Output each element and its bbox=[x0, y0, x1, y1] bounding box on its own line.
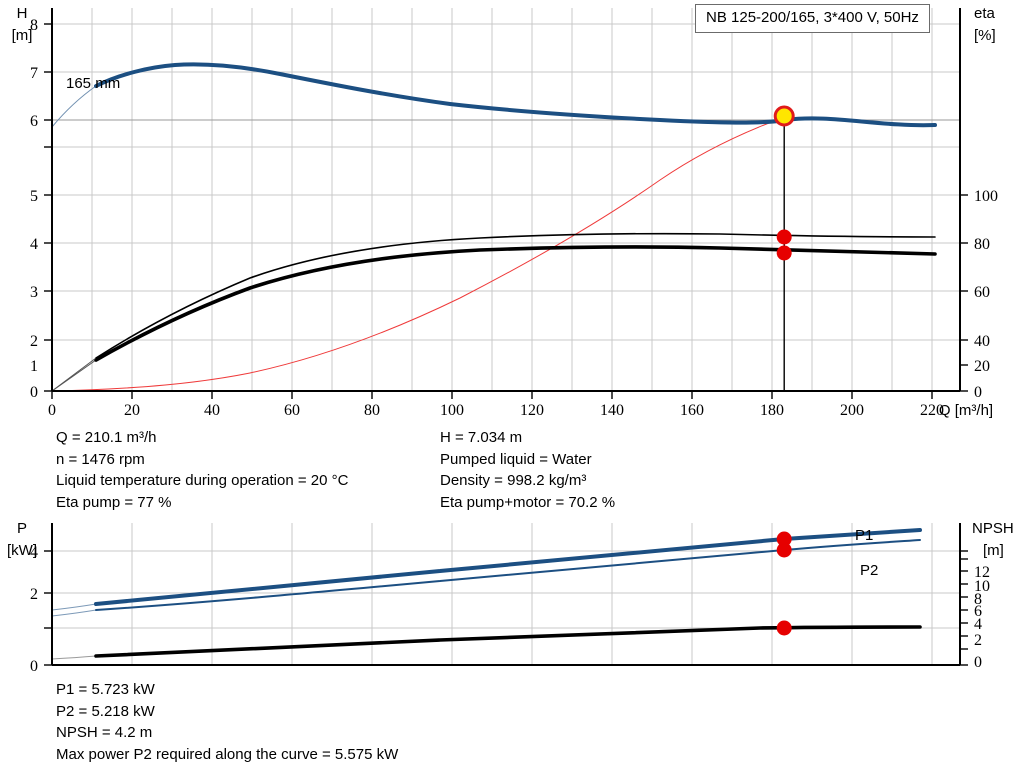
p1-series-label: P1 bbox=[855, 527, 873, 544]
power-text-npsh: NPSH = 4.2 m bbox=[56, 724, 153, 741]
head-x-tick-labels: 0 20 40 60 80 100 120 140 160 180 200 22… bbox=[48, 402, 944, 419]
duty-text-etapm: Eta pump+motor = 70.2 % bbox=[440, 493, 616, 511]
head-red-curve bbox=[51, 116, 786, 392]
p-tick-0: 0 bbox=[30, 658, 38, 675]
npsh-axis-name-line2: [m] bbox=[983, 542, 1004, 559]
q-tick-20: 20 bbox=[124, 402, 140, 419]
power-text-p1: P1 = 5.723 kW bbox=[56, 681, 155, 698]
q-tick-100: 100 bbox=[440, 402, 464, 419]
head-axis-name-line1: H bbox=[17, 5, 28, 22]
npsh-axis-name-line1: NPSH bbox=[972, 520, 1014, 537]
model-legend-box: NB 125-200/165, 3*400 V, 50Hz bbox=[695, 4, 930, 33]
eta-tick-80: 80 bbox=[974, 236, 990, 253]
duty-marker-npsh[interactable] bbox=[776, 620, 792, 636]
power-npsh-chart: 4 2 0 12 10 8 6 4 2 0 P [kW] NPSH [m] P1… bbox=[7, 520, 1014, 675]
head-tick-8: 8 bbox=[30, 17, 38, 34]
duty-point-text-right: H = 7.034 m Pumped liquid = Water Densit… bbox=[440, 427, 615, 513]
npsh-tick-4: 4 bbox=[974, 616, 982, 633]
eta-tick-20: 20 bbox=[974, 358, 990, 375]
duty-text-h: H = 7.034 m bbox=[440, 429, 523, 446]
model-legend-text: NB 125-200/165, 3*400 V, 50Hz bbox=[706, 9, 919, 26]
p1-curve bbox=[94, 528, 922, 606]
duty-text-temp: Liquid temperature during operation = 20… bbox=[56, 472, 349, 489]
impeller-size-annotation: 165 mm bbox=[66, 75, 120, 92]
q-tick-80: 80 bbox=[364, 402, 380, 419]
q-tick-120: 120 bbox=[520, 402, 544, 419]
power-text-p2: P2 = 5.218 kW bbox=[56, 702, 155, 720]
eta-tick-40: 40 bbox=[974, 333, 990, 350]
duty-marker-eta-pump-motor[interactable] bbox=[776, 245, 792, 261]
head-tick-2: 2 bbox=[30, 333, 38, 350]
power-text-max: Max power P2 required along the curve = … bbox=[56, 745, 399, 763]
npsh-tick-6: 6 bbox=[974, 603, 982, 620]
eta-axis-name-line1: eta bbox=[974, 5, 996, 22]
eta-y-ticks bbox=[960, 194, 968, 392]
head-curve-lead-in bbox=[51, 85, 97, 128]
head-tick-1: 1 bbox=[30, 358, 38, 375]
power-y-ticks bbox=[44, 550, 52, 666]
head-tick-4: 4 bbox=[30, 236, 38, 253]
q-tick-140: 140 bbox=[600, 402, 624, 419]
head-y-ticks bbox=[44, 23, 52, 392]
power-axis-name-line2: [kW] bbox=[7, 542, 37, 559]
eta-tick-100: 100 bbox=[974, 188, 998, 205]
head-y-tick-labels: 8 7 6 5 4 3 2 1 0 bbox=[30, 17, 38, 401]
q-tick-160: 160 bbox=[680, 402, 704, 419]
p-tick-4: 4 bbox=[30, 544, 38, 561]
head-tick-6: 6 bbox=[30, 113, 38, 130]
npsh-tick-10: 10 bbox=[974, 578, 990, 595]
npsh-tick-8: 8 bbox=[974, 591, 982, 608]
q-tick-180: 180 bbox=[760, 402, 784, 419]
duty-text-n: n = 1476 rpm bbox=[56, 450, 145, 468]
head-x-ticks bbox=[51, 391, 933, 399]
duty-marker-p2[interactable] bbox=[776, 542, 792, 558]
p2-lead-in bbox=[51, 609, 97, 617]
duty-text-liquid: Pumped liquid = Water bbox=[440, 450, 592, 468]
npsh-tick-12: 12 bbox=[974, 564, 990, 581]
head-tick-5: 5 bbox=[30, 188, 38, 205]
eta-tick-0: 0 bbox=[974, 384, 982, 401]
p2-curve bbox=[95, 539, 921, 611]
eta-pump-motor-curve bbox=[94, 245, 937, 362]
duty-marker-head[interactable] bbox=[773, 105, 795, 127]
head-grid-horizontal bbox=[52, 23, 960, 341]
q-tick-0: 0 bbox=[48, 402, 56, 419]
npsh-curve bbox=[94, 625, 922, 658]
q-tick-220: 220 bbox=[920, 402, 944, 419]
duty-point-text-left: Q = 210.1 m³/h n = 1476 rpm Liquid tempe… bbox=[56, 427, 348, 513]
p-tick-2: 2 bbox=[30, 586, 38, 603]
head-tick-7: 7 bbox=[30, 65, 38, 82]
head-tick-3: 3 bbox=[30, 284, 38, 301]
eta-y-tick-labels: 100 80 60 40 20 0 bbox=[974, 188, 998, 401]
q-tick-40: 40 bbox=[204, 402, 220, 419]
q-axis-name: Q [m³/h] bbox=[939, 402, 993, 419]
npsh-y-tick-labels: 12 10 8 6 4 2 0 bbox=[974, 564, 990, 671]
npsh-lead-in bbox=[51, 655, 97, 660]
npsh-tick-2: 2 bbox=[974, 632, 982, 649]
duty-text-q: Q = 210.1 m³/h bbox=[56, 429, 157, 446]
p1-lead-in bbox=[51, 603, 97, 611]
power-y-tick-labels: 4 2 0 bbox=[30, 544, 38, 675]
power-summary-text: P1 = 5.723 kW P2 = 5.218 kW NPSH = 4.2 m… bbox=[56, 679, 398, 765]
duty-marker-eta-pump[interactable] bbox=[776, 229, 792, 245]
eta-tick-60: 60 bbox=[974, 284, 990, 301]
eta-axis-name-line2: [%] bbox=[974, 27, 996, 44]
head-eta-chart: 8 7 6 5 4 3 2 1 0 100 80 60 40 20 0 0 20… bbox=[12, 5, 998, 419]
eta-pump-lead-in bbox=[51, 357, 97, 392]
p2-series-label: P2 bbox=[860, 562, 878, 579]
q-tick-200: 200 bbox=[840, 402, 864, 419]
head-axis-name-line2: [m] bbox=[12, 27, 33, 44]
duty-text-density: Density = 998.2 kg/m³ bbox=[440, 472, 587, 489]
head-tick-0: 0 bbox=[30, 384, 38, 401]
npsh-tick-0: 0 bbox=[974, 654, 982, 671]
npsh-y-ticks bbox=[960, 550, 968, 666]
power-axis-name-line1: P bbox=[17, 520, 27, 537]
duty-text-eta: Eta pump = 77 % bbox=[56, 493, 172, 511]
q-tick-60: 60 bbox=[284, 402, 300, 419]
duty-marker-p1[interactable] bbox=[776, 531, 792, 547]
